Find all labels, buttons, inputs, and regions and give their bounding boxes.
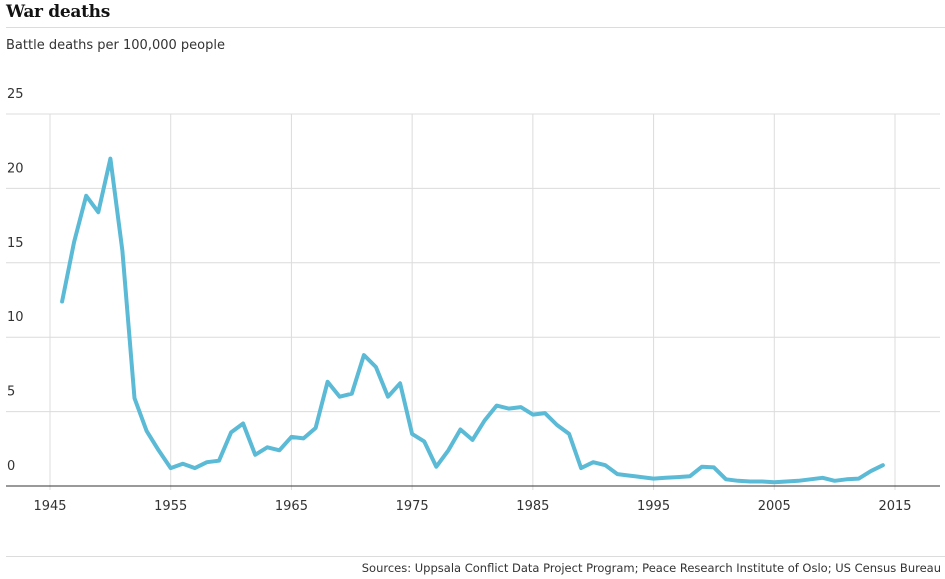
y-tick-label: 15 (7, 236, 24, 251)
chart-title: War deaths (6, 2, 111, 22)
series-line (60, 156, 885, 485)
footer-divider (6, 556, 945, 557)
x-tick-label: 1955 (154, 499, 187, 514)
x-tick-label: 1995 (637, 499, 670, 514)
x-tick-label: 1985 (516, 499, 549, 514)
x-tick-label: 2015 (878, 499, 911, 514)
x-tick-label: 2005 (758, 499, 791, 514)
title-divider (6, 27, 945, 28)
x-tick-label: 1965 (275, 499, 308, 514)
x-tick-label: 1975 (396, 499, 429, 514)
source-note: Sources: Uppsala Conflict Data Project P… (361, 561, 941, 575)
chart-subtitle: Battle deaths per 100,000 people (6, 38, 225, 53)
y-tick-label: 0 (7, 459, 15, 474)
y-tick-label: 20 (7, 161, 24, 176)
y-tick-label: 25 (7, 87, 24, 102)
y-tick-label: 5 (7, 385, 15, 400)
x-tick-label: 1945 (33, 499, 66, 514)
y-tick-label: 10 (7, 310, 24, 325)
